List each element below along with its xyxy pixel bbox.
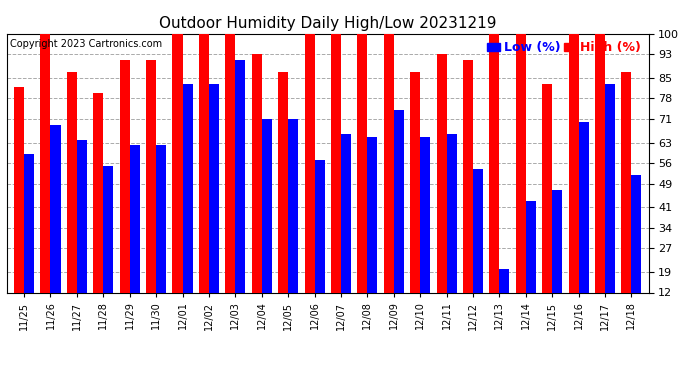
Bar — [41, 34, 50, 292]
Bar — [119, 60, 130, 292]
Legend: Low (%), High (%): Low (%), High (%) — [486, 40, 642, 56]
Bar — [50, 125, 61, 292]
Title: Outdoor Humidity Daily High/Low 20231219: Outdoor Humidity Daily High/Low 20231219 — [159, 16, 497, 31]
Bar — [463, 60, 473, 292]
Bar — [156, 146, 166, 292]
Bar — [526, 201, 536, 292]
Bar — [93, 93, 104, 292]
Bar — [420, 136, 430, 292]
Bar — [500, 269, 509, 292]
Bar — [199, 34, 209, 292]
Bar — [304, 34, 315, 292]
Bar — [341, 134, 351, 292]
Bar — [262, 119, 272, 292]
Bar — [357, 34, 367, 292]
Bar — [622, 72, 631, 292]
Bar — [209, 84, 219, 292]
Bar — [446, 134, 457, 292]
Bar — [515, 34, 526, 292]
Bar — [552, 190, 562, 292]
Bar — [235, 60, 246, 292]
Bar — [394, 110, 404, 292]
Bar — [172, 34, 183, 292]
Bar — [410, 72, 420, 292]
Bar — [437, 54, 446, 292]
Bar — [146, 60, 156, 292]
Bar — [104, 166, 113, 292]
Bar — [14, 87, 24, 292]
Bar — [569, 34, 579, 292]
Bar — [367, 136, 377, 292]
Bar — [331, 34, 341, 292]
Bar — [489, 34, 500, 292]
Bar — [288, 119, 298, 292]
Bar — [595, 34, 605, 292]
Bar — [183, 84, 193, 292]
Bar — [542, 84, 552, 292]
Bar — [473, 169, 483, 292]
Bar — [631, 175, 642, 292]
Bar — [315, 160, 324, 292]
Bar — [67, 72, 77, 292]
Bar — [384, 34, 394, 292]
Bar — [77, 140, 87, 292]
Bar — [278, 72, 288, 292]
Bar — [226, 34, 235, 292]
Bar — [605, 84, 615, 292]
Bar — [130, 146, 140, 292]
Bar — [252, 54, 262, 292]
Bar — [24, 154, 34, 292]
Text: Copyright 2023 Cartronics.com: Copyright 2023 Cartronics.com — [10, 39, 162, 49]
Bar — [579, 122, 589, 292]
